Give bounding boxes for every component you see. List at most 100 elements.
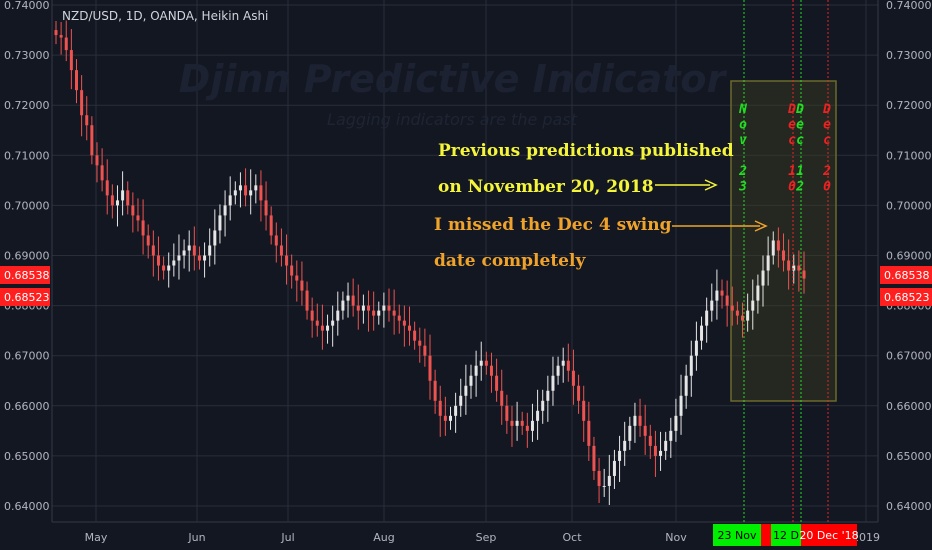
prediction-label-char: e: [788, 118, 796, 133]
candle-body: [592, 445, 596, 471]
y-tick-label: 0.66000: [4, 400, 50, 413]
candle-body: [679, 395, 683, 416]
candle-body: [802, 270, 806, 279]
y-tick-label: 0.65000: [886, 450, 932, 463]
candle-body: [638, 415, 642, 426]
prediction-label-char: o: [739, 118, 747, 133]
price-tag-label: 0.68523: [4, 291, 50, 304]
candle-body: [223, 205, 227, 216]
prediction-label-char: D: [787, 102, 796, 117]
candle-body: [397, 315, 401, 321]
candle-body: [259, 185, 263, 201]
watermark-title: Djinn Predictive Indicator: [179, 57, 728, 101]
candle-body: [392, 310, 396, 316]
candle-body: [459, 395, 463, 406]
candles: [54, 20, 806, 505]
prediction-label-char: e: [823, 118, 831, 133]
candle-body: [341, 300, 345, 311]
candle-body: [771, 240, 775, 256]
candle-body: [285, 255, 289, 266]
annotation-line-2: on November 20, 2018: [438, 177, 654, 197]
candle-body: [741, 315, 745, 321]
candle-body: [121, 190, 125, 201]
candle-body: [797, 265, 801, 271]
candle-body: [136, 215, 140, 221]
candle-body: [510, 420, 514, 426]
prediction-label-char: c: [796, 133, 804, 148]
candle-body: [295, 275, 299, 281]
candle-body: [418, 340, 422, 346]
candle-body: [730, 305, 734, 311]
candle-body: [484, 360, 488, 366]
candle-body: [254, 185, 258, 191]
price-tag-bg: [0, 288, 50, 306]
candle-body: [669, 430, 673, 441]
candle-body: [372, 310, 376, 316]
prediction-label-char: 0: [823, 180, 831, 195]
candle-body: [279, 245, 283, 256]
candle-body: [208, 245, 212, 256]
candle-body: [423, 345, 427, 356]
candle-body: [643, 425, 647, 436]
candle-body: [443, 415, 447, 421]
candle-body: [115, 200, 119, 206]
candle-body: [361, 305, 365, 311]
candle-body: [69, 50, 73, 71]
price-tag-label: 0.68538: [4, 269, 50, 282]
candle-body: [269, 215, 273, 236]
candle-body: [700, 325, 704, 341]
prediction-label-char: D: [795, 102, 804, 117]
candle-body: [520, 420, 524, 426]
y-tick-label: 0.74000: [4, 0, 50, 12]
x-tick-label: Aug: [373, 531, 394, 544]
candle-body: [100, 165, 104, 181]
price-tag-bg: [880, 266, 932, 284]
date-tag-label: 12 D: [773, 529, 799, 542]
candle-body: [536, 410, 540, 421]
candle-body: [500, 390, 504, 406]
candle-body: [233, 190, 237, 196]
y-tick-label: 0.74000: [886, 0, 932, 12]
candle-body: [597, 470, 601, 486]
prediction-label-char: 1: [788, 164, 796, 179]
candle-body: [577, 385, 581, 401]
prediction-label-char: 3: [738, 180, 747, 195]
candle-body: [792, 265, 796, 271]
prediction-label-char: 0: [788, 180, 796, 195]
candle-body: [525, 425, 529, 431]
price-tag-bg: [0, 266, 50, 284]
annotation-line-3: I missed the Dec 4 swing: [434, 215, 672, 235]
candle-body: [310, 310, 314, 321]
y-tick-label: 0.73000: [4, 49, 50, 62]
candle-body: [197, 255, 201, 261]
candle-body: [213, 230, 217, 246]
candle-body: [756, 285, 760, 301]
candle-body: [74, 70, 78, 91]
price-axis-left[interactable]: 0.640000.650000.660000.670000.680000.690…: [4, 0, 50, 513]
candle-body: [438, 400, 442, 416]
candle-body: [746, 310, 750, 321]
arrow-2-head: [754, 220, 768, 232]
candle-body: [300, 280, 304, 291]
candle-body: [602, 485, 606, 487]
candle-body: [377, 310, 381, 316]
y-tick-label: 0.64000: [886, 500, 932, 513]
candle-body: [331, 320, 335, 326]
price-tag-label: 0.68538: [884, 269, 930, 282]
candle-body: [141, 220, 145, 236]
candle-body: [305, 290, 309, 311]
candle-body: [167, 265, 171, 271]
candle-body: [551, 375, 555, 391]
watermark: Djinn Predictive Indicator Lagging indic…: [179, 57, 728, 129]
candle-body: [505, 405, 509, 421]
candle-body: [428, 355, 432, 381]
candle-body: [151, 245, 155, 256]
candle-body: [80, 90, 84, 116]
candle-body: [612, 460, 616, 476]
time-axis[interactable]: May Jun Jul Aug Sep Oct Nov 2019: [85, 531, 880, 544]
y-tick-label: 0.71000: [886, 149, 932, 162]
candle-body: [382, 305, 386, 311]
y-tick-label: 0.67000: [886, 350, 932, 363]
candle-body: [530, 420, 534, 431]
